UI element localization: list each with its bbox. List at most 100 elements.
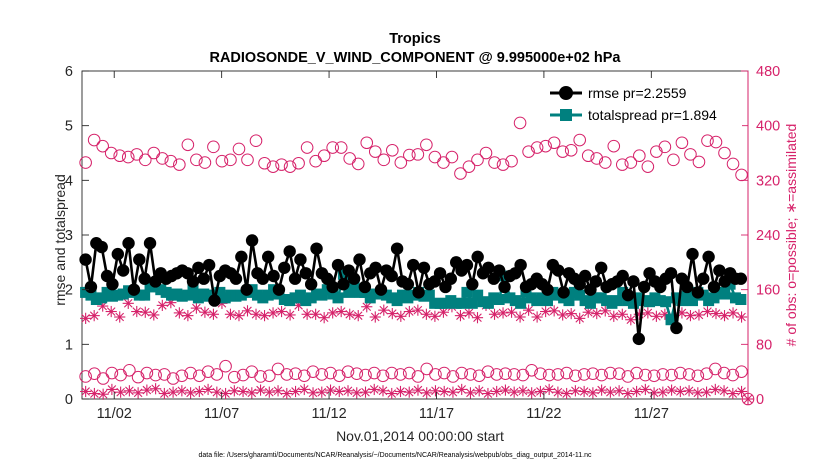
obs-possible-marker: [324, 366, 337, 380]
y-tick-label: 4: [65, 173, 73, 189]
asterisk-stroke: [334, 387, 344, 396]
obs-assimilated-marker: [701, 305, 714, 318]
obs-possible-marker: [292, 156, 305, 170]
asterisk-stroke: [89, 311, 99, 320]
obs-possible-marker: [403, 148, 416, 162]
asterisk-stroke: [177, 386, 187, 396]
asterisk-stroke: [132, 307, 142, 316]
y-tick-label: 5: [65, 119, 73, 135]
obs-possible-marker: [193, 369, 206, 383]
obs-assimilated-marker: [250, 308, 262, 320]
obs-possible-marker: [258, 156, 271, 170]
asterisk-stroke: [195, 387, 204, 396]
obs-possible-marker: [569, 369, 582, 383]
asterisk-stroke: [515, 312, 525, 322]
obs-assimilated-marker: [386, 307, 398, 320]
x-tick-label: 11/27: [634, 406, 669, 422]
obs-possible-marker: [377, 153, 391, 167]
asterisk-stroke: [353, 311, 363, 320]
obs-possible-marker: [718, 146, 731, 160]
asterisk-stroke: [553, 387, 563, 397]
rmse-marker: [557, 286, 570, 299]
obs-possible-marker: [332, 369, 346, 383]
asterisk-stroke: [667, 385, 676, 395]
totalspread-marker: [461, 286, 473, 298]
rmse-marker: [79, 253, 92, 266]
obs-assimilated-marker: [692, 387, 704, 399]
asterisk-stroke: [606, 387, 615, 397]
obs-assimilated-marker: [482, 387, 494, 400]
obs-possible-marker: [121, 150, 135, 164]
obs-possible-marker: [682, 368, 696, 381]
obs-possible-marker: [123, 364, 136, 377]
asterisk-stroke: [448, 387, 458, 397]
obs-assimilated-marker: [531, 311, 543, 323]
obs-possible-marker: [394, 156, 408, 169]
obs-possible-marker: [215, 154, 229, 168]
rmse-marker: [331, 258, 345, 272]
y-tick-label: 0: [65, 392, 73, 408]
asterisk-stroke: [277, 307, 286, 316]
asterisk-stroke: [336, 307, 346, 316]
chart-title: Tropics: [389, 31, 441, 47]
obs-possible-marker: [709, 362, 722, 376]
obs-possible-marker: [341, 365, 355, 378]
obs-possible-marker: [630, 366, 643, 380]
obs-possible-marker: [113, 149, 127, 163]
totalspread-marker: [466, 297, 478, 309]
obs-possible-marker: [190, 153, 203, 167]
obs-assimilated-marker: [625, 314, 637, 326]
obs-assimilated-marker: [561, 387, 573, 400]
legend-label-rmse: rmse pr=2.2559: [588, 85, 687, 101]
obs-possible-marker: [581, 149, 595, 163]
obs-assimilated-marker: [543, 383, 555, 396]
obs-possible-marker: [684, 148, 697, 161]
obs-assimilated-marker: [499, 384, 512, 396]
obs-possible-marker: [368, 145, 382, 158]
rmse-marker: [95, 240, 108, 254]
obs-assimilated-marker: [639, 383, 651, 396]
obs-assimilated-marker: [335, 305, 347, 318]
asterisk-stroke: [226, 309, 235, 319]
obs-assimilated-marker: [123, 385, 135, 397]
asterisk-stroke: [264, 387, 274, 397]
rmse-marker: [353, 253, 366, 266]
obs-possible-marker: [701, 134, 714, 147]
obs-assimilated-marker: [429, 385, 442, 397]
totalspread-marker: [423, 289, 435, 301]
obs-possible-marker: [499, 367, 512, 381]
obs-assimilated-marker: [534, 385, 547, 398]
rmse-marker: [283, 245, 296, 258]
obs-assimilated-marker: [241, 305, 254, 317]
obs-assimilated-marker: [650, 310, 662, 322]
asterisk-stroke: [558, 310, 567, 320]
obs-possible-marker: [386, 143, 399, 157]
obs-possible-marker: [539, 139, 552, 153]
obs-possible-marker: [131, 370, 145, 384]
obs-possible-marker: [547, 136, 561, 150]
rmse-marker: [262, 250, 275, 264]
obs-possible-marker: [184, 366, 197, 380]
series-lines: [79, 234, 748, 346]
obs-possible-marker: [505, 154, 518, 168]
obs-possible-marker: [315, 368, 329, 381]
data-file-footnote: data file: /Users/gharamti/Documents/NCA…: [198, 452, 592, 459]
asterisk-stroke: [562, 389, 571, 398]
y2-tick-label: 80: [756, 337, 772, 353]
obs-possible-marker: [158, 368, 171, 381]
obs-assimilated-marker: [447, 386, 459, 398]
asterisk-stroke: [209, 309, 218, 319]
obs-assimilated-marker: [727, 307, 739, 319]
obs-possible-marker: [560, 366, 573, 380]
asterisk-stroke: [483, 389, 493, 398]
obs-assimilated-marker: [386, 387, 398, 400]
obs-assimilated-marker: [377, 385, 389, 397]
asterisk-stroke: [256, 385, 265, 395]
obs-possible-marker: [481, 365, 495, 378]
obs-assimilated-marker: [115, 386, 127, 398]
obs-possible-marker: [201, 365, 215, 378]
obs-assimilated-marker: [421, 387, 433, 399]
obs-possible-marker: [607, 139, 621, 153]
totalspread-marker: [456, 297, 468, 309]
rmse-marker: [272, 283, 286, 296]
